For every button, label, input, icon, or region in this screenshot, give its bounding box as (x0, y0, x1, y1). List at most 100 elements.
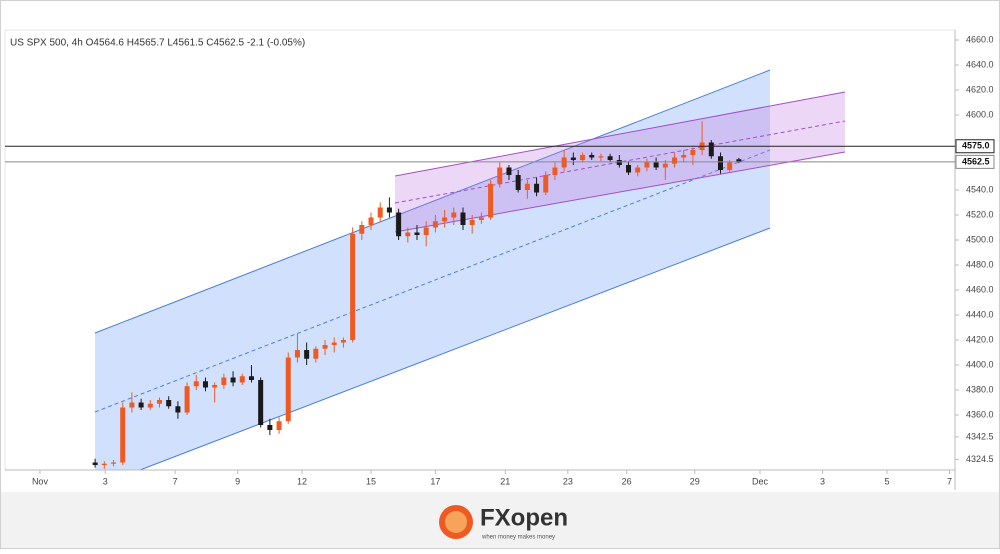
candle-body (580, 155, 586, 160)
candle-body (359, 225, 365, 234)
candle-body (101, 463, 107, 465)
candle-body (129, 402, 135, 408)
candle-body (239, 376, 245, 383)
candle-body (322, 345, 328, 349)
candle-body (267, 425, 273, 430)
candle-body (589, 155, 595, 158)
candle-body (635, 167, 641, 173)
x-tick-label: 9 (235, 476, 240, 486)
candle-body (313, 348, 319, 359)
channel-mid (94, 149, 771, 413)
candle-body (120, 407, 126, 463)
candle-body (423, 227, 429, 235)
candle-body (111, 462, 117, 464)
y-tick-label: 4620.0 (966, 84, 994, 94)
x-tick-label: 21 (500, 476, 510, 486)
candle-body (644, 162, 650, 168)
candle-body (561, 157, 567, 168)
blue-channel (95, 70, 770, 470)
y-tick-label: 4520.0 (966, 209, 994, 219)
y-tick-label: 4460.0 (966, 284, 994, 294)
candle-body (377, 207, 383, 218)
candle-body (138, 402, 144, 408)
y-tick-label: 4660.0 (966, 34, 994, 44)
y-tick-label: 4324.5 (966, 454, 994, 464)
y-tick-label: 4540.0 (966, 184, 994, 194)
candle-body (184, 386, 190, 413)
channel-upper (94, 69, 771, 334)
candle-body (92, 462, 98, 465)
candle-body (258, 380, 264, 425)
candle-body (405, 232, 411, 237)
candle-body (543, 175, 549, 193)
x-tick-label: 26 (622, 476, 632, 486)
candle-body (396, 212, 402, 237)
candle-body (570, 157, 576, 160)
candle-body (230, 377, 236, 383)
candle-body (497, 167, 503, 184)
brand: FXopen (480, 504, 568, 531)
tagline: when money makes money (481, 535, 555, 541)
candle-body (331, 342, 337, 345)
y-tick-label: 4380.0 (966, 384, 994, 394)
candle-body (736, 159, 742, 162)
y-tick-label: 4440.0 (966, 309, 994, 319)
x-tick-label: 17 (430, 476, 440, 486)
candle-body (202, 381, 208, 388)
candle-body (681, 155, 687, 158)
candle-body (727, 162, 733, 170)
candle-body (442, 217, 448, 222)
candle-body (653, 162, 659, 168)
footer-band (0, 492, 1000, 549)
purple-lower (394, 151, 846, 233)
candle-body (672, 157, 678, 164)
y-tick-label: 4360.0 (966, 409, 994, 419)
candle-body (515, 175, 521, 190)
candle-body (432, 221, 438, 228)
x-tick-label: 12 (297, 476, 307, 486)
candle-body (552, 167, 558, 175)
y-tick-label: 4500.0 (966, 234, 994, 244)
candle-body (607, 156, 613, 160)
candle-body (626, 165, 632, 173)
candle-body (690, 150, 696, 155)
candle-body (598, 156, 604, 158)
candle-body (662, 163, 668, 168)
x-tick-label: Nov (32, 476, 49, 486)
candle-body (340, 340, 346, 343)
candle-body (350, 233, 356, 340)
logo-inner (445, 511, 467, 533)
x-tick-label: 3 (103, 476, 108, 486)
y-tick-label: 4400.0 (966, 359, 994, 369)
candle-body (717, 156, 723, 170)
candle-body (285, 357, 291, 422)
candle-body (488, 183, 494, 218)
x-tick-label: Dec (752, 476, 769, 486)
price-label: 4562.5 (962, 156, 990, 166)
y-tick-label: 4480.0 (966, 259, 994, 269)
candle-body (147, 403, 153, 408)
candle-body (451, 212, 457, 218)
candle-body (478, 217, 484, 220)
candle-body (175, 406, 181, 413)
candle-body (534, 183, 540, 193)
chart-title: US SPX 500, 4h O4564.6 H4565.7 L4561.5 C… (10, 38, 305, 49)
candle-body (212, 385, 218, 388)
candle-body (304, 350, 310, 359)
candle-body (193, 381, 199, 387)
candle-body (294, 350, 300, 358)
price-label: 4575.0 (962, 141, 990, 151)
candle-body (506, 167, 512, 175)
candle-body (221, 377, 227, 385)
x-tick-label: 29 (690, 476, 700, 486)
candle-body (469, 220, 475, 225)
x-tick-label: 7 (947, 476, 952, 486)
candle-body (460, 212, 466, 225)
y-tick-label: 4640.0 (966, 59, 994, 69)
candle-body (414, 232, 420, 235)
candle-body (616, 160, 622, 165)
channel-lower (139, 227, 771, 471)
x-tick-label: 5 (884, 476, 889, 486)
